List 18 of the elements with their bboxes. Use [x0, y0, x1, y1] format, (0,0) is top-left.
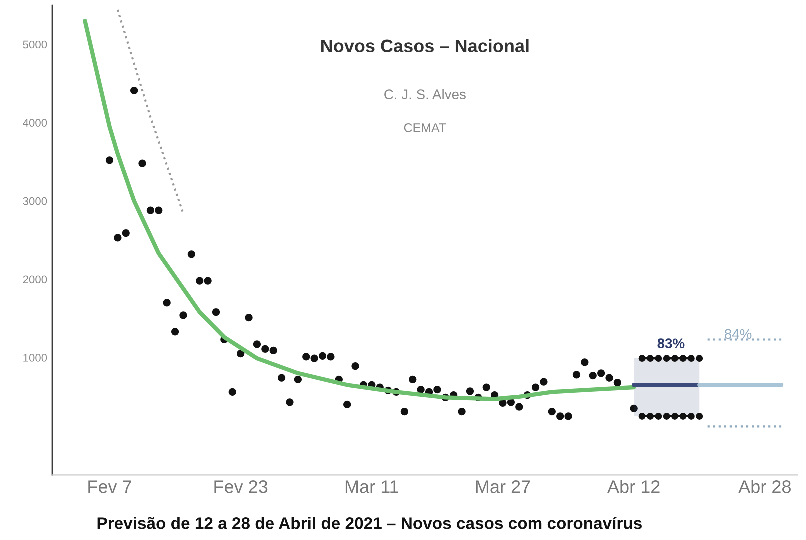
text: Previsão de 12 a 28 de Abril de 2021 – Novos casos com coronavírus	[98, 516, 642, 530]
x-tick-label: Fev 23	[214, 480, 268, 494]
annotation: 83%	[658, 338, 685, 349]
x-tick-label: Abr 12	[608, 480, 660, 494]
y-tick-label: 5000	[23, 40, 48, 49]
text: C. J. S. Alves	[384, 89, 466, 100]
y-tick-label: 3000	[23, 197, 48, 206]
y-tick-label: 4000	[23, 119, 48, 127]
text: Novos Casos – Nacional	[322, 39, 529, 53]
y-tick-label: 1000	[24, 354, 48, 362]
y-tick-label: 2000	[23, 276, 48, 284]
annotation: CEMAT	[404, 124, 446, 132]
annotation: 84%	[725, 329, 752, 340]
x-tick-label: Mar 11	[346, 480, 398, 494]
x-tick-label: Mar 27	[476, 480, 530, 494]
x-tick-label: Abr 28	[738, 480, 791, 494]
x-tick-label: Fev 7	[88, 480, 132, 494]
line-series	[83, 18, 636, 402]
